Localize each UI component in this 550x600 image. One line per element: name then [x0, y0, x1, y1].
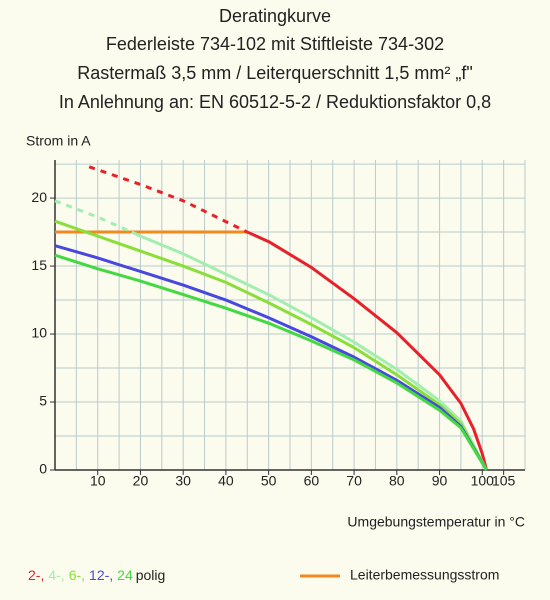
x-tick-label: 60	[304, 473, 320, 489]
x-tick-label: 100	[471, 473, 495, 489]
legend-entry: 4-,	[48, 567, 64, 583]
series-line-extrapolated	[88, 165, 248, 234]
x-tick-label: 105	[492, 473, 516, 489]
x-tick-label: 40	[218, 473, 234, 489]
legend-entry: Leiterbemessungsstrom	[350, 567, 499, 583]
series-line-extrapolated	[54, 199, 133, 234]
legend-entry: 2-,	[28, 567, 44, 583]
y-axis-label: Strom in A	[26, 133, 91, 149]
x-tick-label: 50	[261, 473, 277, 489]
series-line	[131, 230, 488, 471]
y-tick-label: 5	[39, 393, 47, 409]
x-tick-label: 90	[432, 473, 448, 489]
legend-entry: 24	[117, 567, 133, 583]
legend-entry: 6-,	[69, 567, 85, 583]
x-tick-label: 10	[90, 473, 106, 489]
legend-entry: 12-,	[89, 567, 113, 583]
chart-title: Federleiste 734-102 mit Stiftleiste 734-…	[106, 34, 444, 54]
series-line	[54, 253, 488, 471]
y-tick-label: 20	[31, 189, 47, 205]
chart-title: In Anlehnung an: EN 60512-5-2 / Reduktio…	[59, 92, 491, 112]
chart-title: Deratingkurve	[219, 6, 331, 26]
legend-text: polig	[136, 567, 166, 583]
series-line	[246, 230, 488, 471]
x-tick-label: 70	[346, 473, 362, 489]
x-tick-label: 80	[389, 473, 405, 489]
y-tick-label: 15	[31, 257, 47, 273]
x-tick-label: 20	[133, 473, 149, 489]
legend: 2-, 4-, 6-, 12-, 24 polig	[28, 567, 165, 583]
y-tick-label: 10	[31, 325, 47, 341]
series-line	[54, 219, 488, 471]
chart-title: Rastermaß 3,5 mm / Leiterquerschnitt 1,5…	[77, 63, 473, 83]
y-tick-label: 0	[39, 461, 47, 477]
x-axis-label: Umgebungstemperatur in °C	[347, 514, 525, 530]
series-line	[54, 244, 488, 471]
x-tick-label: 30	[175, 473, 191, 489]
